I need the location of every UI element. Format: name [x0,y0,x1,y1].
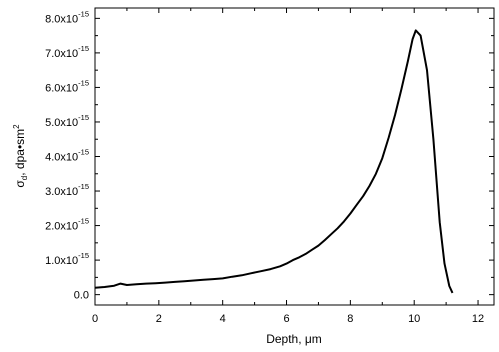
y-axis-title: σd, dpa•sm2 [12,124,29,188]
x-tick-label: 0 [92,313,98,325]
x-tick-label: 4 [220,313,226,325]
ticks [94,8,494,305]
y-tick-label: 8.0x10-15 [45,9,89,25]
series-line [94,29,454,294]
y-tick-label: 6.0x10-15 [45,78,89,94]
y-axis-subscript: d [20,176,29,180]
y-axis-superscript: 2 [12,124,21,129]
x-tick-label: 10 [408,313,420,325]
y-tick-label: 3.0x10-15 [45,182,89,198]
y-tick-label: 1.0x10-15 [45,251,89,267]
y-tick-label: 2.0x10-15 [45,217,89,233]
y-tick-label: 0.0 [74,290,89,302]
x-tick-label: 2 [156,313,162,325]
x-axis-title: Depth, μm [266,332,322,346]
y-tick-label: 7.0x10-15 [45,44,89,60]
tick-labels: 0 2 4 6 8 10 12 0.0 1.0x10-15 2.0x10-15 3.0x10-15 4… [45,9,484,325]
y-axis-symbol: σ [13,180,27,188]
y-axis-rest: , dpa•sm [13,129,27,176]
x-tick-label: 12 [472,313,484,325]
x-tick-label: 8 [347,313,353,325]
x-tick-label: 6 [283,313,289,325]
y-tick-label: 5.0x10-15 [45,113,89,129]
y-tick-label: 4.0x10-15 [45,148,89,164]
